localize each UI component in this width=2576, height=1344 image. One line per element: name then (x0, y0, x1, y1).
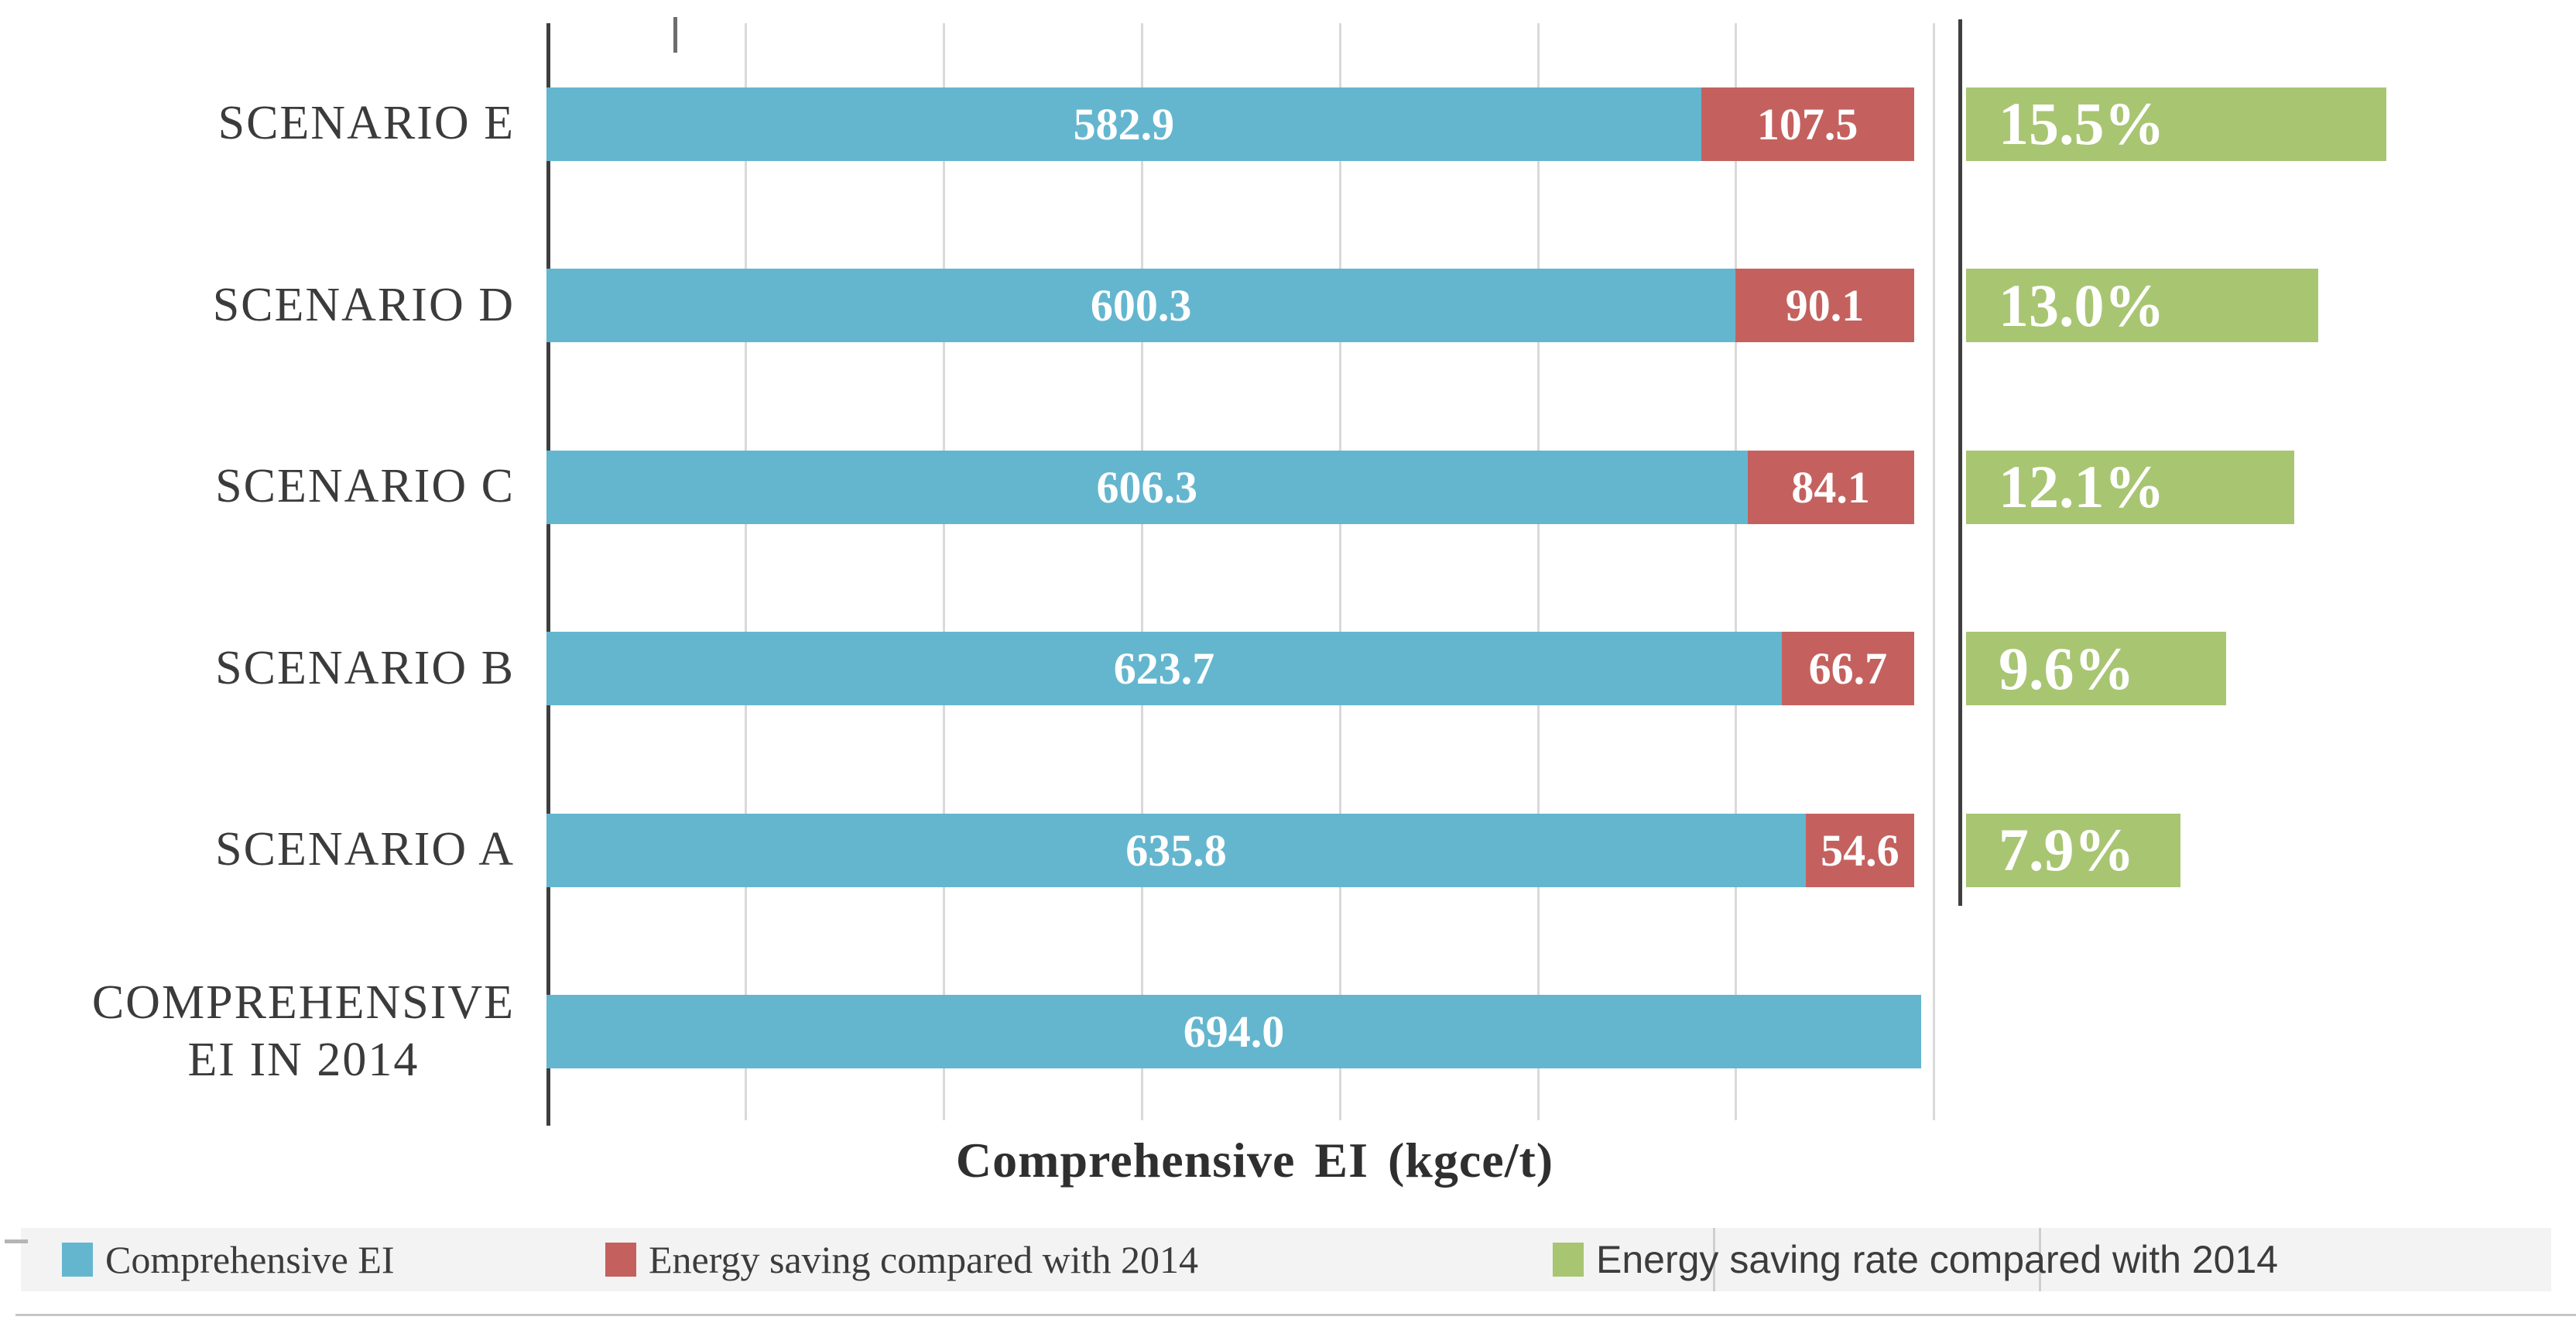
rate-divider-line (1958, 19, 1962, 906)
legend-band (21, 1228, 2551, 1291)
bar-comprehensive-ei: 635.8 (546, 813, 1806, 887)
category-label-text: SCENARIO B (215, 641, 515, 694)
bar-comprehensive-ei: 600.3 (546, 269, 1736, 342)
bar-value-label: 54.6 (1821, 825, 1899, 876)
bar-energy-saving: 54.6 (1806, 813, 1914, 887)
bar-comprehensive-ei: 694.0 (546, 995, 1921, 1068)
category-label-text: SCENARIO A (215, 823, 515, 876)
legend-swatch-green-icon (1553, 1243, 1584, 1277)
bar-comprehensive-ei: 623.7 (546, 632, 1783, 705)
category-label: SCENARIO C (0, 417, 515, 557)
bar-value-label: 107.5 (1756, 98, 1858, 149)
legend-item-energy-saving-rate: Energy saving rate compared with 2014 (1553, 1228, 2278, 1291)
bottom-rule (15, 1314, 2576, 1316)
legend-gridline-artifact (1713, 1228, 1715, 1291)
bar-value-label: 600.3 (1090, 280, 1192, 331)
gridline (1735, 23, 1738, 1120)
legend-item-energy-saving: Energy saving compared with 2014 (605, 1228, 1198, 1291)
bar-energy-saving-rate: 12.1% (1966, 450, 2294, 524)
rate-value-label: 9.6% (1999, 634, 2135, 702)
bar-energy-saving: 84.1 (1747, 450, 1914, 524)
legend-item-comprehensive-ei: Comprehensive EI (62, 1228, 395, 1291)
category-label: SCENARIO D (0, 236, 515, 375)
rate-value-label: 13.0% (1999, 271, 2165, 339)
legend-swatch-red-icon (605, 1243, 636, 1277)
top-tick-artifact (673, 17, 677, 53)
gridline (1933, 23, 1936, 1120)
legend-label: Energy saving rate compared with 2014 (1596, 1238, 2279, 1281)
rate-value-label: 15.5% (1999, 90, 2165, 157)
bar-value-label: 84.1 (1791, 461, 1870, 513)
category-label-text: SCENARIO C (215, 460, 515, 513)
bar-value-label: 623.7 (1113, 643, 1215, 694)
category-label: COMPREHENSIVE EI IN 2014 (0, 962, 515, 1102)
bar-value-label: 694.0 (1183, 1006, 1285, 1057)
bar-value-label: 582.9 (1073, 98, 1175, 149)
bar-value-label: 606.3 (1096, 461, 1198, 513)
category-label: SCENARIO A (0, 780, 515, 920)
bar-value-label: 66.7 (1808, 643, 1888, 694)
category-label: SCENARIO B (0, 599, 515, 739)
bar-energy-saving-rate: 7.9% (1966, 813, 2180, 887)
bar-comprehensive-ei: 606.3 (546, 450, 1748, 524)
gridline (1140, 23, 1143, 1120)
category-label-text: SCENARIO D (212, 278, 515, 331)
bar-energy-saving-rate: 9.6% (1966, 632, 2226, 705)
category-label: SCENARIO E (0, 54, 515, 194)
x-axis-title: Comprehensive EI (kgce/t) (955, 1133, 1554, 1188)
category-label-text: SCENARIO E (218, 97, 515, 150)
rate-value-label: 7.9% (1999, 816, 2135, 883)
gridline (1338, 23, 1341, 1120)
bar-comprehensive-ei: 582.9 (546, 87, 1701, 161)
gridline (1536, 23, 1540, 1120)
bar-energy-saving-rate: 15.5% (1966, 87, 2386, 161)
legend-label: Energy saving compared with 2014 (649, 1238, 1199, 1281)
bar-energy-saving: 66.7 (1782, 632, 1914, 705)
legend-swatch-blue-icon (62, 1243, 93, 1277)
bar-value-label: 635.8 (1125, 825, 1227, 876)
y-axis-line (546, 23, 550, 1126)
bar-value-label: 90.1 (1785, 280, 1865, 331)
bar-energy-saving-rate: 13.0% (1966, 269, 2318, 342)
legend-gridline-artifact (2039, 1228, 2041, 1291)
bar-energy-saving: 90.1 (1735, 269, 1914, 342)
gridline (744, 23, 747, 1120)
left-edge-artifact (5, 1239, 28, 1243)
bar-energy-saving: 107.5 (1701, 87, 1914, 161)
legend-label: Comprehensive EI (105, 1238, 395, 1281)
category-label-text: COMPREHENSIVE EI IN 2014 (91, 976, 515, 1086)
gridline (942, 23, 945, 1120)
rate-value-label: 12.1% (1999, 453, 2165, 520)
